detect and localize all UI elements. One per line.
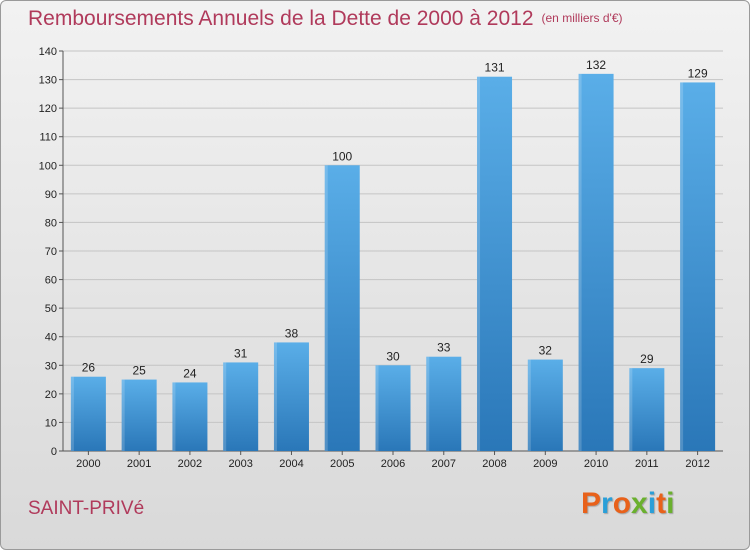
x-tick-label: 2008 bbox=[482, 458, 506, 470]
bar-highlight bbox=[121, 379, 125, 451]
axes: 0 10 20 30 40 50 60 70 80 90 100 110 120 130 140 2000 20… bbox=[39, 46, 723, 470]
data-label-2003: 31 bbox=[234, 346, 248, 360]
bar-2010 bbox=[578, 73, 614, 451]
data-labels: 26 25 24 31 38 100 30 33 131 32 132 29 129 bbox=[82, 58, 708, 381]
data-label-2012: 129 bbox=[688, 66, 708, 80]
data-label-2005: 100 bbox=[332, 149, 352, 163]
data-label-2008: 131 bbox=[485, 61, 505, 75]
x-tick-label: 2001 bbox=[127, 458, 151, 470]
bar-2000 bbox=[70, 376, 106, 451]
bar-2007 bbox=[426, 356, 462, 451]
logo-letter: i bbox=[647, 487, 657, 520]
y-tick-label: 100 bbox=[39, 160, 57, 172]
bar-highlight bbox=[223, 362, 227, 451]
y-tick-label: 90 bbox=[45, 189, 57, 201]
y-tick-label: 140 bbox=[39, 46, 57, 58]
x-tick-label: 2005 bbox=[330, 458, 354, 470]
bar-2006 bbox=[375, 365, 411, 451]
bar-2003 bbox=[223, 362, 259, 451]
x-tick-label: 2006 bbox=[381, 458, 405, 470]
data-label-2004: 38 bbox=[285, 326, 299, 340]
bar-2005 bbox=[324, 165, 360, 452]
x-tick-label: 2009 bbox=[533, 458, 557, 470]
bar-highlight bbox=[70, 376, 74, 451]
x-tick-label: 2010 bbox=[584, 458, 608, 470]
bar-2004 bbox=[273, 342, 309, 451]
x-tick-label: 2002 bbox=[178, 458, 202, 470]
data-label-2010: 132 bbox=[586, 58, 606, 72]
logo-letter: t bbox=[656, 487, 667, 520]
logo-letter: i bbox=[666, 487, 675, 520]
y-tick-label: 50 bbox=[45, 303, 57, 315]
data-label-2006: 30 bbox=[386, 349, 400, 363]
bar-2008 bbox=[477, 76, 513, 451]
data-label-2001: 25 bbox=[132, 364, 146, 378]
x-tick-label: 2003 bbox=[228, 458, 252, 470]
x-tick-label: 2000 bbox=[76, 458, 100, 470]
bar-highlight bbox=[324, 165, 328, 452]
chart-title: Remboursements Annuels de la Dette de 20… bbox=[28, 7, 623, 31]
proxiti-logo: Proxiti bbox=[581, 487, 674, 521]
bars bbox=[70, 73, 716, 452]
data-label-2011: 29 bbox=[640, 352, 654, 366]
bar-highlight bbox=[172, 382, 176, 451]
y-tick-label: 20 bbox=[45, 389, 57, 401]
logo-letter: r bbox=[601, 487, 613, 520]
y-tick-label: 80 bbox=[45, 217, 57, 229]
bar-highlight bbox=[527, 359, 531, 451]
y-tick-label: 120 bbox=[39, 103, 57, 115]
y-tick-label: 10 bbox=[45, 417, 57, 429]
bar-2012 bbox=[680, 82, 716, 451]
data-label-2002: 24 bbox=[183, 366, 197, 380]
x-tick-label: 2004 bbox=[279, 458, 303, 470]
bar-highlight bbox=[477, 76, 481, 451]
logo-letter: o bbox=[612, 487, 632, 520]
x-tick-label: 2007 bbox=[432, 458, 456, 470]
logo-letter: x bbox=[631, 487, 648, 520]
y-tick-label: 110 bbox=[39, 132, 57, 144]
bar-2011 bbox=[629, 368, 665, 451]
y-tick-label: 130 bbox=[39, 75, 57, 87]
y-tick-label: 40 bbox=[45, 332, 57, 344]
chart-title-text: Remboursements Annuels de la Dette de 20… bbox=[28, 7, 534, 30]
bar-highlight bbox=[578, 73, 582, 451]
bar-2009 bbox=[527, 359, 563, 451]
bar-highlight bbox=[629, 368, 633, 451]
bar-highlight bbox=[375, 365, 379, 451]
logo-letter: P bbox=[581, 487, 602, 520]
x-tick-label: 2011 bbox=[635, 458, 659, 470]
bar-highlight bbox=[680, 82, 684, 451]
y-tick-label: 60 bbox=[45, 275, 57, 287]
y-tick-label: 30 bbox=[45, 360, 57, 372]
data-label-2000: 26 bbox=[82, 361, 96, 375]
bar-2001 bbox=[121, 379, 157, 451]
y-tick-label: 70 bbox=[45, 246, 57, 258]
chart-subtitle: (en milliers d'€) bbox=[541, 11, 623, 25]
commune-name: SAINT-PRIVé bbox=[28, 498, 145, 519]
y-tick-label: 0 bbox=[51, 446, 57, 458]
data-label-2007: 33 bbox=[437, 341, 451, 355]
bar-2002 bbox=[172, 382, 208, 451]
data-label-2009: 32 bbox=[539, 344, 553, 358]
bar-highlight bbox=[426, 356, 430, 451]
x-tick-label: 2012 bbox=[685, 458, 709, 470]
bar-highlight bbox=[273, 342, 277, 451]
